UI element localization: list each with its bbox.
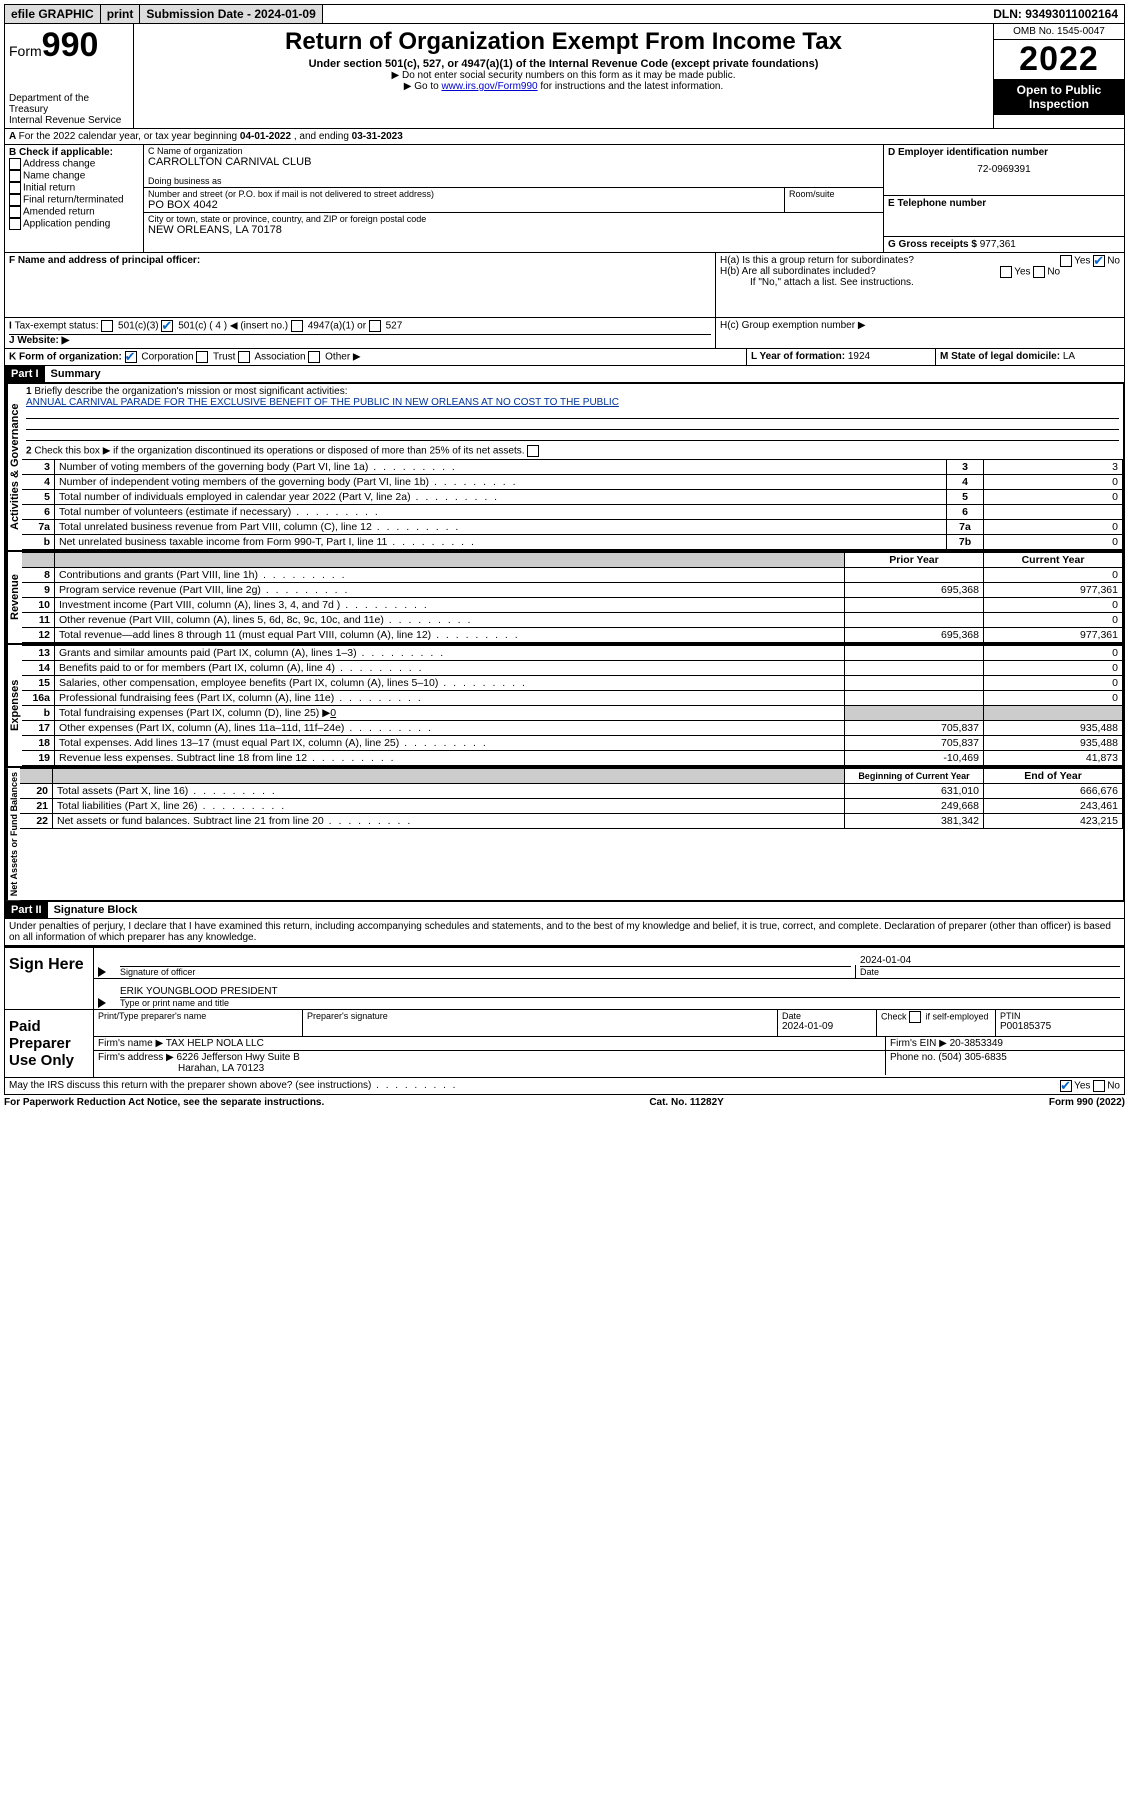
header-right: OMB No. 1545-0047 2022 Open to Public In… — [993, 24, 1124, 128]
omb-number: OMB No. 1545-0047 — [994, 24, 1124, 40]
chk-pending[interactable] — [9, 218, 21, 230]
chk-assoc[interactable] — [238, 351, 250, 363]
dept-label: Department of the Treasury — [9, 93, 129, 115]
penalties-text: Under penalties of perjury, I declare th… — [4, 919, 1125, 946]
chk-name[interactable] — [9, 170, 21, 182]
chk-address[interactable] — [9, 158, 21, 170]
revenue-block: Revenue Prior Year Current Year 8Contrib… — [4, 552, 1125, 645]
ein: 72-0969391 — [888, 158, 1120, 175]
section-b: B Check if applicable: Address change Na… — [5, 145, 144, 252]
side-revenue: Revenue — [6, 552, 22, 643]
header-left: Form990 Department of the Treasury Inter… — [5, 24, 134, 128]
part2-header: Part II Signature Block — [4, 902, 1125, 919]
part1-header: Part I Summary — [4, 366, 1125, 383]
footer: For Paperwork Reduction Act Notice, see … — [4, 1095, 1125, 1110]
ha-yes[interactable] — [1060, 255, 1072, 267]
expenses-block: Expenses 13Grants and similar amounts pa… — [4, 645, 1125, 768]
fh-row: F Name and address of principal officer:… — [4, 253, 1125, 318]
ha-no[interactable] — [1093, 255, 1105, 267]
header-center: Return of Organization Exempt From Incom… — [134, 24, 993, 128]
firm-name: TAX HELP NOLA LLC — [166, 1038, 264, 1049]
period-row: A For the 2022 calendar year, or tax yea… — [4, 129, 1125, 145]
chk-corp[interactable] — [125, 351, 137, 363]
sig-arrow-icon — [98, 998, 106, 1008]
officer-name: ERIK YOUNGBLOOD PRESIDENT — [120, 986, 1120, 997]
dln-label: DLN: 93493011002164 — [987, 5, 1124, 23]
gross-receipts: 977,361 — [980, 239, 1016, 250]
section-f: F Name and address of principal officer: — [5, 253, 716, 317]
identity-block: B Check if applicable: Address change Na… — [4, 145, 1125, 253]
expenses-table: 13Grants and similar amounts paid (Part … — [22, 645, 1123, 766]
chk-discontinued[interactable] — [527, 445, 539, 457]
part1-body: Activities & Governance 1 Briefly descri… — [4, 383, 1125, 552]
section-c: C Name of organization CARROLLTON CARNIV… — [144, 145, 883, 252]
chk-trust[interactable] — [196, 351, 208, 363]
section-deg: D Employer identification number 72-0969… — [883, 145, 1124, 252]
irs-link[interactable]: www.irs.gov/Form990 — [441, 81, 537, 92]
sign-here-block: Sign Here Signature of officer 2024-01-0… — [4, 946, 1125, 1010]
chk-amended[interactable] — [9, 206, 21, 218]
chk-501c3[interactable] — [101, 320, 113, 332]
paid-preparer-block: Paid Preparer Use Only Print/Type prepar… — [4, 1010, 1125, 1078]
form-number: 990 — [42, 26, 99, 64]
chk-501c[interactable] — [161, 320, 173, 332]
chk-527[interactable] — [369, 320, 381, 332]
submission-date: Submission Date - 2024-01-09 — [140, 5, 322, 23]
governance-table: 3Number of voting members of the governi… — [22, 459, 1123, 550]
klm-row: K Form of organization: Corporation Trus… — [4, 349, 1125, 366]
netassets-block: Net Assets or Fund Balances Beginning of… — [4, 768, 1125, 902]
org-street: PO BOX 4042 — [148, 199, 780, 211]
side-net: Net Assets or Fund Balances — [6, 768, 20, 900]
chk-self-employed[interactable] — [909, 1011, 921, 1023]
inspection-badge: Open to Public Inspection — [994, 79, 1124, 115]
chk-initial[interactable] — [9, 182, 21, 194]
form-subtitle: Under section 501(c), 527, or 4947(a)(1)… — [142, 58, 985, 70]
hb-yes[interactable] — [1000, 266, 1012, 278]
discuss-no[interactable] — [1093, 1080, 1105, 1092]
form-ref: Form 990 (2022) — [1049, 1097, 1125, 1108]
org-city: NEW ORLEANS, LA 70178 — [148, 224, 879, 236]
discuss-row: May the IRS discuss this return with the… — [4, 1078, 1125, 1095]
chk-final[interactable] — [9, 194, 21, 206]
print-button[interactable]: print — [101, 5, 141, 23]
form-prefix: Form — [9, 43, 42, 59]
org-name: CARROLLTON CARNIVAL CLUB — [148, 156, 879, 168]
efile-label: efile GRAPHIC — [5, 5, 101, 23]
side-expenses: Expenses — [6, 645, 22, 766]
chk-other[interactable] — [308, 351, 320, 363]
net-table: Beginning of Current Year End of Year 20… — [20, 768, 1123, 829]
note-ssn: ▶ Do not enter social security numbers o… — [142, 70, 985, 81]
top-bar: efile GRAPHIC print Submission Date - 20… — [4, 4, 1125, 24]
mission-text: ANNUAL CARNIVAL PARADE FOR THE EXCLUSIVE… — [26, 397, 619, 408]
irs-label: Internal Revenue Service — [9, 115, 129, 126]
tax-year: 2022 — [994, 40, 1124, 79]
side-governance: Activities & Governance — [6, 384, 22, 550]
section-h: H(a) Is this a group return for subordin… — [716, 253, 1124, 317]
sig-arrow-icon — [98, 967, 106, 977]
ij-row: I Tax-exempt status: 501(c)(3) 501(c) ( … — [4, 318, 1125, 349]
hb-no[interactable] — [1033, 266, 1045, 278]
chk-4947[interactable] — [291, 320, 303, 332]
revenue-table: Prior Year Current Year 8Contributions a… — [22, 552, 1123, 643]
form-header: Form990 Department of the Treasury Inter… — [4, 24, 1125, 129]
form-title: Return of Organization Exempt From Incom… — [142, 28, 985, 56]
discuss-yes[interactable] — [1060, 1080, 1072, 1092]
note-link: ▶ Go to www.irs.gov/Form990 for instruct… — [142, 81, 985, 92]
